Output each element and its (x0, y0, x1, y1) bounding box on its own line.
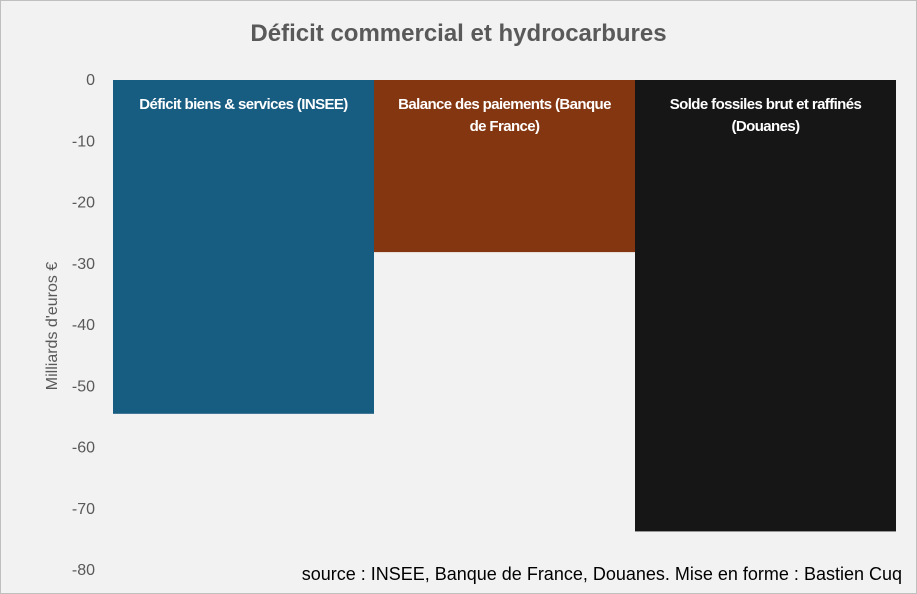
y-tick-label: -10 (72, 133, 95, 150)
bar-3-label: Solde fossiles brut et raffinés (670, 96, 862, 113)
bar-3 (635, 80, 896, 532)
y-tick-label: -60 (72, 440, 95, 457)
source-note: source : INSEE, Banque de France, Douane… (301, 564, 902, 584)
bar-2-label: de France) (470, 118, 540, 135)
bar-3-label: (Douanes) (732, 118, 801, 135)
chart-title: Déficit commercial et hydrocarbures (250, 20, 667, 47)
bar-1-label: Déficit biens & services (INSEE) (139, 96, 348, 113)
y-tick-label: -30 (72, 256, 95, 273)
y-tick-label: -80 (72, 562, 95, 579)
y-tick-label: 0 (86, 72, 95, 89)
bar-2-label: Balance des paiements (Banque (398, 96, 611, 113)
y-tick-label: -70 (72, 501, 95, 518)
y-tick-label: -20 (72, 195, 95, 212)
y-tick-label: -50 (72, 378, 95, 395)
bar-2 (374, 80, 635, 253)
y-tick-label: -40 (72, 317, 95, 334)
bar-1 (113, 80, 374, 414)
